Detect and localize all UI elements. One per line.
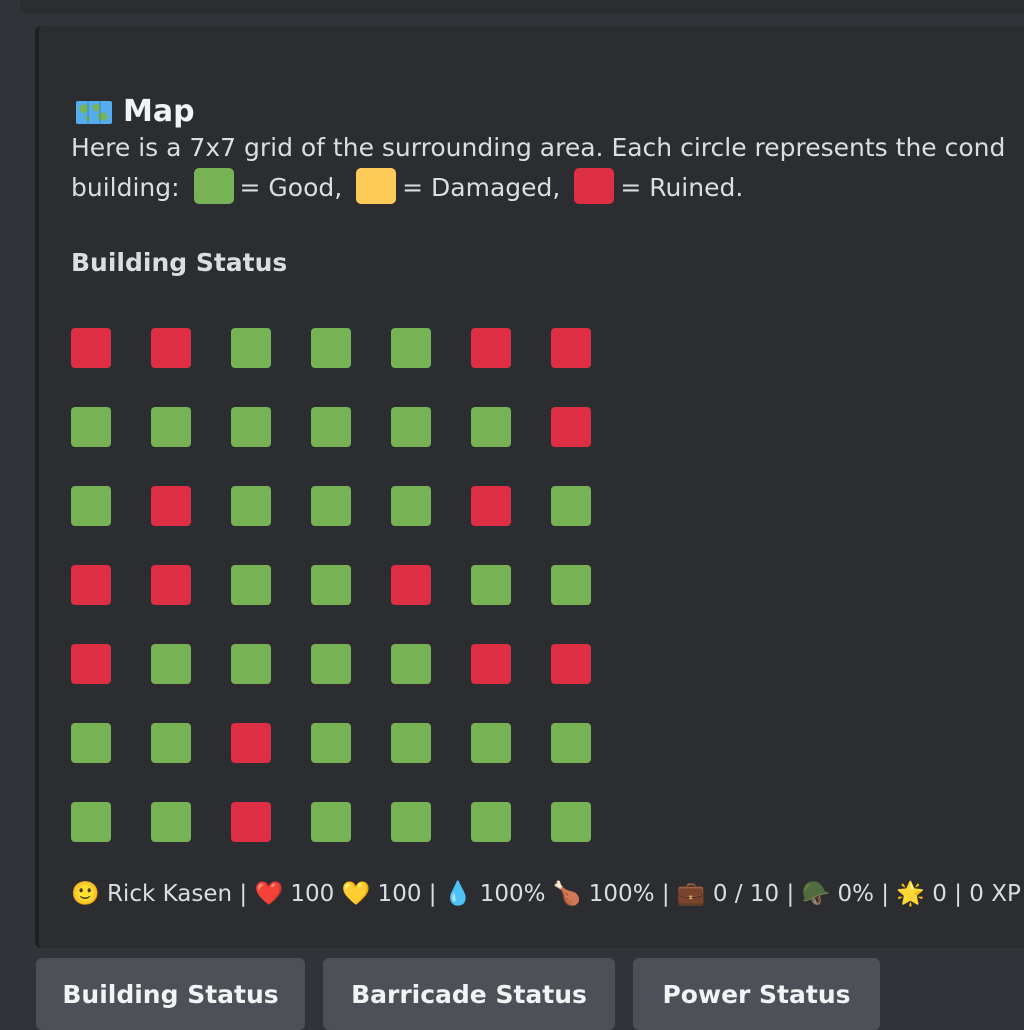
building-status-grid (71, 328, 591, 868)
building-cell-good (311, 328, 351, 368)
section-title: Building Status (71, 248, 288, 277)
legend-ruined-square (574, 168, 615, 204)
building-cell-good (311, 723, 351, 763)
building-cell-good (231, 328, 271, 368)
building-cell-good (311, 407, 351, 447)
description-building-label: building: (71, 173, 180, 202)
player-stats-line: 🙂 Rick Kasen | ❤️ 100 💛 100 | 💧 100% 🍗 1… (71, 881, 1021, 907)
building-cell-good (151, 802, 191, 842)
map-embed: Map Here is a 7x7 grid of the surroundin… (35, 26, 1024, 948)
building-cell-good (391, 723, 431, 763)
building-cell-good (311, 802, 351, 842)
embed-title-text: Map (123, 94, 195, 129)
building-cell-ruined (151, 486, 191, 526)
building-cell-good (151, 407, 191, 447)
action-buttons: Building Status Barricade Status Power S… (36, 958, 880, 1030)
building-cell-good (471, 802, 511, 842)
embed-title: Map (75, 94, 195, 129)
building-cell-ruined (471, 644, 511, 684)
building-cell-good (391, 407, 431, 447)
building-cell-good (391, 486, 431, 526)
building-cell-ruined (71, 565, 111, 605)
building-cell-good (471, 723, 511, 763)
building-cell-ruined (71, 644, 111, 684)
building-cell-good (551, 802, 591, 842)
building-cell-ruined (151, 328, 191, 368)
building-cell-good (471, 565, 511, 605)
embed-description: Here is a 7x7 grid of the surrounding ar… (71, 128, 1005, 208)
building-cell-good (311, 644, 351, 684)
world-map-icon (76, 100, 112, 124)
building-cell-good (311, 486, 351, 526)
building-cell-good (311, 565, 351, 605)
building-cell-ruined (231, 802, 271, 842)
building-cell-good (391, 802, 431, 842)
building-cell-good (231, 644, 271, 684)
building-cell-ruined (471, 328, 511, 368)
building-cell-ruined (551, 328, 591, 368)
building-cell-good (231, 565, 271, 605)
building-cell-good (391, 328, 431, 368)
building-cell-good (231, 486, 271, 526)
description-line-1: Here is a 7x7 grid of the surrounding ar… (71, 133, 1006, 162)
building-status-button[interactable]: Building Status (36, 958, 305, 1030)
building-cell-ruined (151, 565, 191, 605)
building-cell-good (71, 723, 111, 763)
building-cell-ruined (551, 644, 591, 684)
building-cell-ruined (391, 565, 431, 605)
building-cell-good (551, 565, 591, 605)
building-cell-good (551, 486, 591, 526)
building-cell-good (231, 407, 271, 447)
legend-good-label: = Good, (239, 173, 343, 202)
building-cell-good (151, 723, 191, 763)
legend-ruined-label: = Ruined. (620, 173, 744, 202)
building-cell-good (551, 723, 591, 763)
building-cell-good (71, 407, 111, 447)
building-cell-good (151, 644, 191, 684)
barricade-status-button[interactable]: Barricade Status (323, 958, 615, 1030)
building-cell-ruined (551, 407, 591, 447)
building-cell-ruined (231, 723, 271, 763)
legend-good-square (193, 168, 234, 204)
legend-damaged-square (356, 168, 397, 204)
legend-damaged-label: = Damaged, (402, 173, 561, 202)
building-cell-good (71, 486, 111, 526)
power-status-button[interactable]: Power Status (633, 958, 880, 1030)
building-cell-ruined (71, 328, 111, 368)
building-cell-good (471, 407, 511, 447)
previous-message-bar (20, 0, 1024, 14)
building-cell-good (71, 802, 111, 842)
building-cell-ruined (471, 486, 511, 526)
description-line-2: building: = Good, = Damaged, = Ruined. (71, 168, 1005, 208)
building-cell-good (391, 644, 431, 684)
